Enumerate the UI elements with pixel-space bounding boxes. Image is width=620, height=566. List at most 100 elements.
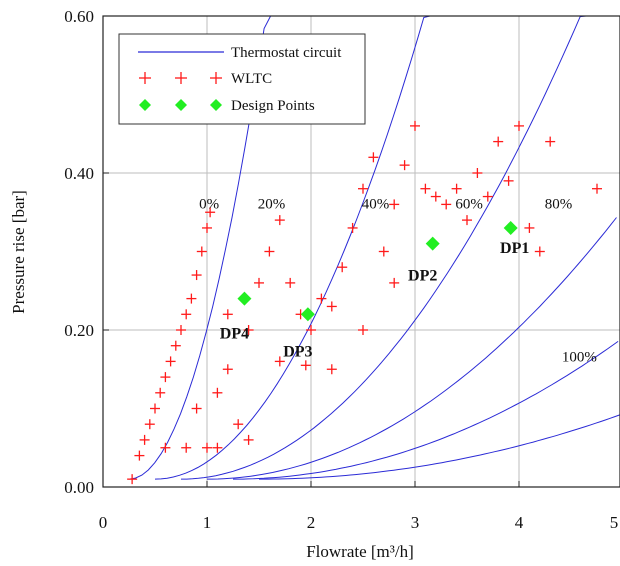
legend-label-design-points: Design Points	[231, 98, 315, 114]
wltc-point	[368, 152, 379, 163]
wltc-point	[264, 246, 275, 257]
legend-label-thermostat: Thermostat circuit	[231, 45, 342, 61]
dp-label-dp4: DP4	[220, 326, 249, 343]
wltc-point	[181, 309, 192, 320]
design-point-dp2	[425, 236, 440, 251]
wltc-point	[482, 191, 493, 202]
wltc-point	[441, 199, 452, 210]
wltc-point	[233, 419, 244, 430]
opening-label-3: 60%	[455, 196, 483, 212]
dp-label-dp2: DP2	[408, 268, 437, 285]
wltc-point	[222, 309, 233, 320]
thermostat-curve-1	[154, 15, 431, 480]
opening-label-0: 0%	[199, 196, 219, 212]
wltc-point	[430, 191, 441, 202]
x-axis-label: Flowrate [m³/h]	[306, 542, 414, 561]
wltc-point	[165, 356, 176, 367]
design-point-series	[237, 220, 518, 322]
wltc-point	[160, 372, 171, 383]
wltc-point	[134, 450, 145, 461]
opening-label-2: 40%	[362, 196, 390, 212]
legend-diamond-marker	[175, 99, 187, 111]
wltc-point	[316, 293, 327, 304]
wltc-point	[462, 215, 472, 226]
wltc-point	[243, 434, 254, 445]
design-point-dp1	[503, 220, 518, 235]
dp-label-dp1: DP1	[500, 240, 529, 257]
wltc-point	[139, 434, 150, 445]
plot-frame	[102, 15, 620, 488]
wltc-point	[196, 246, 207, 257]
wltc-series	[127, 120, 602, 485]
wltc-point	[347, 222, 358, 233]
wltc-point	[451, 183, 462, 194]
wltc-point	[155, 387, 166, 398]
wltc-point	[592, 183, 602, 194]
y-tick-label: 0.00	[64, 478, 94, 497]
legend-diamond-marker	[210, 99, 222, 111]
legend-label-wltc: WLTC	[231, 71, 272, 87]
y-tick-label: 0.40	[64, 164, 94, 183]
opening-label-1: 20%	[258, 196, 286, 212]
wltc-point	[274, 215, 285, 226]
x-tick-label: 3	[411, 513, 420, 532]
wltc-point	[170, 340, 181, 351]
wltc-point	[534, 246, 545, 257]
wltc-point	[191, 403, 202, 414]
wltc-point	[326, 301, 337, 312]
legend-plus-marker	[139, 72, 151, 84]
wltc-point	[212, 387, 223, 398]
wltc-point	[389, 199, 400, 210]
wltc-point	[205, 207, 216, 218]
wltc-point	[389, 277, 400, 288]
wltc-point	[243, 325, 254, 335]
thermostat-curve-5	[259, 414, 620, 480]
wltc-point	[176, 325, 186, 335]
wltc-point	[202, 442, 212, 453]
design-point-dp4	[237, 291, 252, 306]
design-point-labels: DP1 DP2 DP3 DP4	[220, 240, 530, 360]
wltc-point	[378, 246, 389, 257]
thermostat-curves	[128, 15, 620, 480]
thermostat-curve-4	[233, 340, 619, 480]
wltc-point	[493, 136, 504, 147]
wltc-point	[160, 442, 171, 453]
wltc-point	[222, 364, 233, 375]
wltc-point	[144, 419, 155, 430]
wltc-point	[202, 222, 212, 233]
wltc-point	[127, 474, 138, 485]
legend-plus-marker	[175, 72, 187, 84]
design-point-dp3	[300, 307, 315, 322]
wltc-point	[514, 120, 524, 131]
x-tick-label: 2	[307, 513, 316, 532]
opening-label-4: 80%	[545, 196, 573, 212]
opening-percentage-labels: 0% 20% 40% 60% 80% 100%	[199, 196, 597, 365]
wltc-point	[191, 270, 202, 281]
legend-plus-swatches	[139, 72, 222, 84]
y-axis-label: Pressure rise [bar]	[9, 190, 28, 314]
wltc-point	[503, 175, 514, 186]
thermostat-curve-3	[207, 217, 617, 480]
wltc-point	[300, 360, 311, 371]
wltc-point	[285, 277, 296, 288]
legend-plus-marker	[210, 72, 222, 84]
wltc-point	[358, 183, 368, 194]
wltc-point	[186, 293, 197, 304]
wltc-point	[399, 160, 410, 171]
wltc-point	[472, 168, 483, 178]
legend: Thermostat circuit WLTC Design Points	[118, 33, 366, 125]
wltc-point	[254, 277, 264, 288]
opening-label-5: 100%	[562, 349, 597, 365]
x-tick-label: 4	[515, 513, 524, 532]
y-tick-label: 0.60	[64, 7, 94, 26]
y-tick-label: 0.20	[64, 321, 94, 340]
x-tick-label: 1	[203, 513, 212, 532]
thermostat-curve-0	[128, 15, 272, 480]
x-tick-label: 5	[610, 513, 619, 532]
wltc-point	[150, 403, 160, 414]
axis-ticks: 0 1 2 3 4 5 0.00 0.20 0.40 0.60	[64, 7, 619, 532]
legend-diamond-swatches	[139, 99, 222, 111]
dp-label-dp3: DP3	[283, 343, 312, 360]
wltc-point	[420, 183, 431, 194]
